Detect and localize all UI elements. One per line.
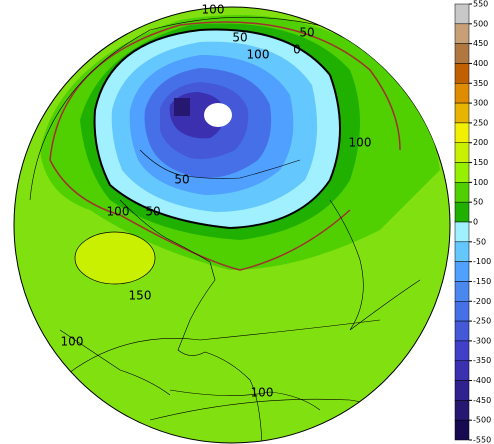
colorbar-box: [454, 122, 470, 143]
colorbar-box: [454, 301, 470, 322]
colorbar-tick-label: 550: [473, 0, 488, 9]
contour-label: 50: [232, 31, 247, 45]
contour-label: 100: [247, 48, 270, 62]
colorbar-tick-label: 0: [473, 218, 478, 227]
colorbar-tick-label: -200: [473, 297, 491, 306]
contour-label: 50: [299, 26, 314, 40]
colorbar-tick-label: 500: [473, 19, 488, 28]
colorbar-tick-label: -400: [473, 376, 491, 385]
contour-label: 50: [174, 173, 189, 187]
colorbar-box: [454, 83, 470, 104]
colorbar-tick-label: 150: [473, 158, 488, 167]
colorbar-tick-label: -550: [473, 436, 491, 444]
colorbar-box: [454, 162, 470, 183]
pole-hole: [204, 103, 232, 127]
colorbar-box: [454, 340, 470, 361]
colorbar-tick-label: 50: [473, 198, 483, 207]
colorbar-tick-label: -300: [473, 336, 491, 345]
colorbar-tick-label: 100: [473, 178, 488, 187]
colorbar-tick-label: 300: [473, 99, 488, 108]
colorbar-tick-label: -50: [473, 237, 486, 246]
contour-label: 100: [251, 386, 274, 400]
red-contour: [49, 21, 401, 271]
colorbar-tick-label: -500: [473, 416, 491, 425]
colorbar-tick-label: -250: [473, 317, 491, 326]
colorbar-box: [454, 142, 470, 163]
colorbar-box: [454, 201, 470, 223]
colorbar-box: [454, 419, 470, 441]
colorbar-box: [454, 320, 470, 342]
colorbar: 550500450400350300250200150100500-50-100…: [454, 0, 491, 444]
colorbar-box: [454, 102, 470, 124]
colorbar-box: [454, 360, 470, 381]
colorbar-box: [454, 400, 470, 421]
band-150: [74, 231, 156, 285]
contour-label: 100: [107, 205, 130, 219]
colorbar-tick-label: 350: [473, 79, 488, 88]
coastlines: [59, 149, 421, 443]
contour-label: 50: [145, 205, 160, 219]
colorbar-tick-label: -450: [473, 396, 491, 405]
colorbar-tick-label: -150: [473, 277, 491, 286]
contour-label: 150: [129, 289, 152, 303]
colorbar-box: [454, 63, 470, 84]
colorbar-box: [454, 182, 470, 203]
colorbar-tick-label: 200: [473, 138, 488, 147]
contour-label: 100: [61, 335, 84, 349]
colorbar-box: [454, 380, 470, 401]
colorbar-box: [454, 261, 470, 282]
contour-label: 0: [293, 43, 301, 57]
colorbar-tick-label: -350: [473, 356, 491, 365]
colorbar-box: [454, 241, 470, 262]
colorbar-box: [454, 221, 470, 243]
colorbar-box: [454, 281, 470, 302]
colorbar-tick-label: 450: [473, 39, 488, 48]
colorbar-tick-label: -100: [473, 257, 491, 266]
contour-label: 100: [202, 3, 225, 17]
colorbar-tick-label: 250: [473, 118, 488, 127]
colorbar-box: [454, 23, 470, 44]
colorbar-box: [454, 43, 470, 64]
colorbar-tick-label: 400: [473, 59, 488, 68]
band-min: [174, 98, 190, 116]
contour-label: 100: [349, 136, 372, 150]
colorbar-box: [454, 3, 470, 25]
